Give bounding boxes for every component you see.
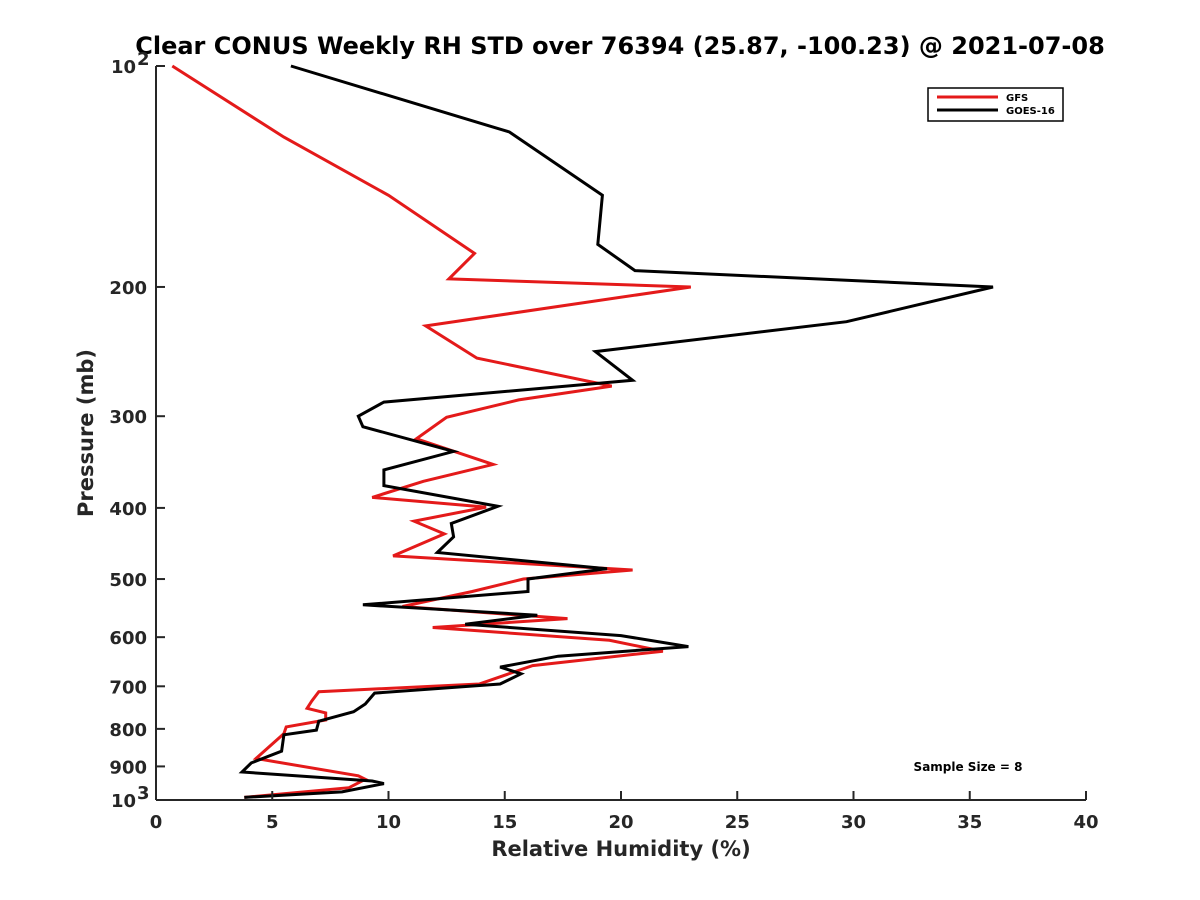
x-axis-label: Relative Humidity (%) [491,837,750,861]
x-tick-label: 40 [1073,812,1098,833]
x-tick-label: 5 [266,812,279,833]
y-tick-exponent: 2 [137,49,150,70]
x-tick-label: 10 [376,812,401,833]
legend-box [927,87,1064,122]
y-tick-label: 10 [111,57,136,78]
y-tick-label: 900 [109,757,147,778]
y-tick-label: 600 [109,628,147,649]
y-axis-label: Pressure (mb) [74,349,98,517]
y-tick-label: 700 [109,677,147,698]
x-tick-label: 35 [957,812,982,833]
chart-title: Clear CONUS Weekly RH STD over 76394 (25… [135,32,1105,60]
plot-lines [171,64,994,799]
x-ticks: 0 5 10 15 20 25 30 35 40 [150,791,1099,833]
x-tick-label: 25 [725,812,750,833]
x-tick-label: 0 [150,812,163,833]
legend-label: GFS [1006,93,1028,104]
legend: GFS GOES-16 [927,87,1064,122]
y-tick-label: 800 [109,720,147,741]
y-tick-label: 500 [109,570,147,591]
x-tick-label: 30 [841,812,866,833]
legend-label: GOES-16 [1006,106,1055,117]
x-tick-label: 20 [608,812,633,833]
series-line-gfs [171,64,692,799]
y-tick-label: 10 [111,791,136,812]
x-tick-label: 15 [492,812,517,833]
sample-size-annotation: Sample Size = 8 [914,760,1023,774]
y-tick-label: 200 [109,278,147,299]
y-tick-label: 400 [109,499,147,520]
series-line-goes-16 [238,64,994,799]
y-tick-exponent: 3 [137,783,150,804]
y-tick-label: 300 [109,407,147,428]
